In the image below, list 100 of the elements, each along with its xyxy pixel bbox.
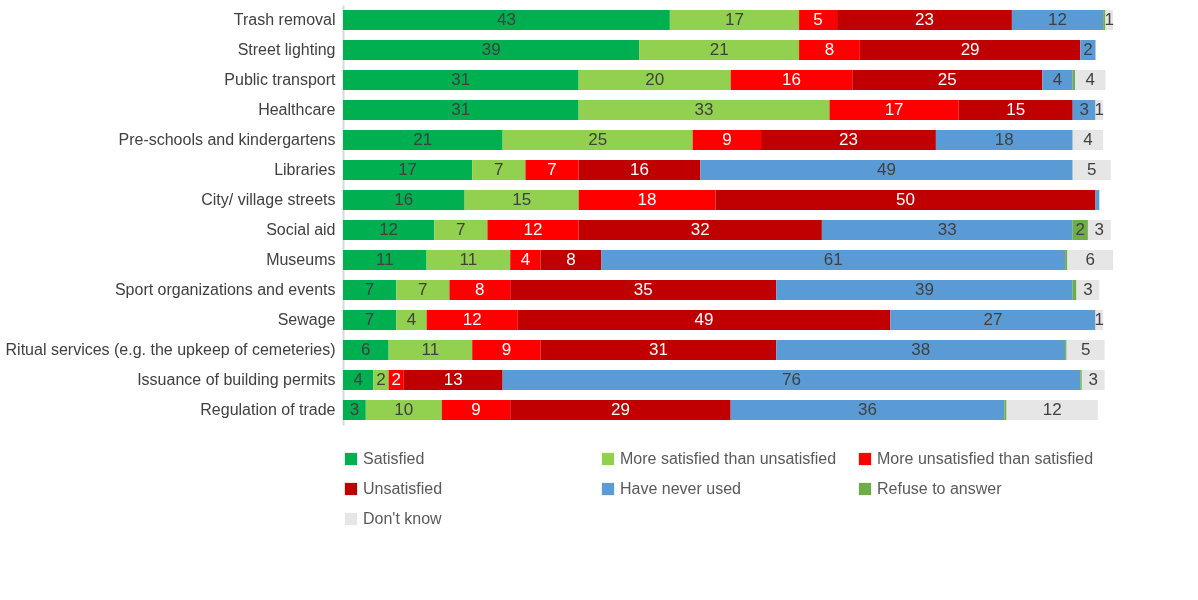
data-label: 17: [725, 10, 744, 29]
data-label: 23: [839, 130, 858, 149]
data-label: 12: [1048, 10, 1067, 29]
y-tick-label: Sewage: [277, 311, 336, 328]
bar: [578, 220, 822, 240]
data-label: 27: [983, 310, 1003, 329]
data-label: 4: [520, 250, 531, 269]
bar: [578, 70, 731, 90]
data-label: 49: [877, 160, 896, 179]
y-tick-label: Ritual services (e.g. the upkeep of cemeteries): [5, 341, 336, 358]
data-label: 7: [547, 160, 557, 179]
data-label: 13: [443, 370, 463, 389]
y-tick-label: City/ village streets: [201, 191, 336, 208]
data-label: 43: [496, 10, 516, 29]
bar: [403, 370, 503, 390]
bar: [799, 40, 860, 60]
data-label: 1: [1104, 10, 1114, 29]
bar: [776, 280, 1073, 300]
data-label: 12: [462, 310, 482, 329]
data-label: 12: [523, 220, 543, 239]
legend-label: Have never used: [620, 480, 741, 497]
bar: [540, 340, 777, 360]
bar: [464, 190, 579, 210]
data-label: 35: [633, 280, 653, 299]
data-label: 29: [960, 40, 980, 59]
bar: [426, 250, 511, 270]
data-label: 7: [456, 220, 466, 239]
data-label: 9: [471, 400, 481, 419]
bar: [829, 100, 959, 120]
data-label: 16: [629, 160, 649, 179]
data-label: 2: [1083, 40, 1093, 59]
y-tick-label: Street lighting: [237, 41, 336, 58]
bar: [669, 10, 800, 30]
data-label: 38: [911, 340, 931, 359]
data-label: 3: [1094, 220, 1105, 239]
bar: [821, 220, 1073, 240]
bar: [343, 10, 670, 30]
bar: [502, 130, 693, 150]
bar: [1011, 10, 1104, 30]
data-label: 2: [376, 370, 386, 389]
data-label: 16: [394, 190, 414, 209]
bar: [343, 160, 473, 180]
legend-label: More satisfied than unsatisfied: [620, 450, 837, 467]
data-label: 50: [896, 190, 915, 209]
bar: [449, 280, 511, 300]
data-label: 16: [782, 70, 801, 89]
legend-label: Unsatisfied: [363, 480, 443, 497]
data-label: 31: [648, 340, 668, 359]
data-label: 25: [588, 130, 608, 149]
data-label: 7: [364, 310, 375, 329]
data-label: 5: [1086, 160, 1097, 179]
data-label: 4: [353, 370, 363, 389]
bar: [517, 310, 891, 330]
bar: [343, 40, 640, 60]
bar: [715, 190, 1096, 210]
data-label: 21: [709, 40, 729, 59]
data-label: 3: [1083, 280, 1093, 299]
legend-label: Don't know: [363, 510, 443, 527]
bar: [700, 160, 1073, 180]
data-label: 29: [610, 400, 630, 419]
y-tick-label: Social aid: [266, 221, 336, 238]
data-label: 9: [722, 130, 732, 149]
legend-label: Satisfied: [363, 450, 425, 467]
bar: [396, 280, 450, 300]
bar: [343, 310, 397, 330]
data-label: 6: [1085, 250, 1095, 269]
bar: [343, 190, 465, 210]
data-label: 5: [813, 10, 823, 29]
bar: [510, 400, 731, 420]
data-label: 76: [782, 370, 801, 389]
data-label: 39: [481, 40, 501, 59]
bar: [365, 400, 442, 420]
bar: [1066, 340, 1105, 360]
data-label: 1: [1094, 310, 1105, 329]
data-label: 18: [994, 130, 1014, 149]
y-tick-label: Sport organizations and events: [114, 281, 336, 298]
data-label: 7: [494, 160, 504, 179]
data-label: 5: [1080, 340, 1091, 359]
data-label: 1: [1094, 100, 1105, 119]
data-label: 6: [361, 340, 371, 359]
data-label: 20: [645, 70, 665, 89]
bar: [935, 130, 1073, 150]
data-label: 17: [884, 100, 904, 119]
bar: [343, 340, 389, 360]
bar: [601, 250, 1066, 270]
bar: [958, 100, 1073, 120]
y-tick-label: Public transport: [224, 71, 337, 88]
data-label: 2: [1075, 220, 1086, 239]
data-label: 7: [364, 280, 375, 299]
data-label: 31: [451, 100, 471, 119]
bar: [525, 160, 579, 180]
bar: [434, 220, 488, 240]
bar: [472, 340, 541, 360]
bar: [502, 370, 1081, 390]
data-label: 11: [459, 250, 478, 269]
data-label: 15: [1006, 100, 1026, 119]
data-label: 31: [451, 70, 471, 89]
bar: [859, 40, 1081, 60]
data-label: 9: [501, 340, 512, 359]
data-label: 3: [1088, 370, 1098, 389]
